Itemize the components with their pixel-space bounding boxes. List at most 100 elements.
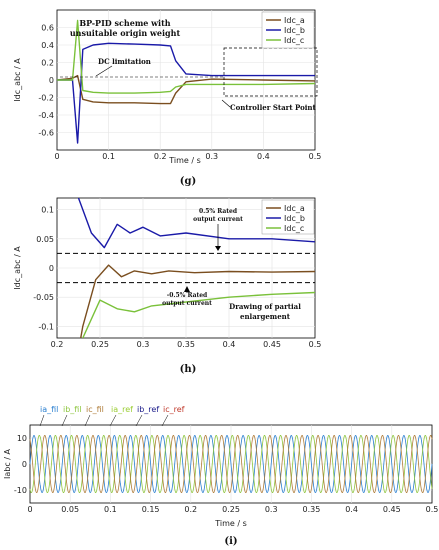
h-series-Idc_b — [77, 198, 315, 249]
chart-g-title-line2: unsuitable origin weight — [70, 28, 181, 38]
chart-h-ticks: 0.2 0.25 0.3 0.35 0.4 0.45 0.5 -0.1 -0.05 0 0.05 0.… — [33, 206, 321, 349]
chart-g-lines — [57, 19, 315, 144]
i-xtick-label: 0.5 — [426, 505, 439, 514]
chart-g-grid — [57, 10, 315, 150]
chart-i-legend-pointer-1 — [39, 414, 45, 427]
chart-i-legend-ia-ref: ia_ref — [111, 405, 133, 414]
chart-h-caption: (h) — [180, 364, 197, 375]
h-xtick-label: 0.25 — [91, 340, 109, 349]
g-xtick-label: 0.2 — [154, 152, 167, 161]
chart-i-caption: (i) — [224, 536, 237, 547]
chart-i-legend-pointer-5 — [135, 414, 143, 427]
chart-i-legend-pointer-2 — [61, 414, 68, 427]
chart-h-annotation-drawing-line2: enlargement — [240, 312, 291, 321]
chart-h-hlines — [57, 252, 315, 284]
i-ytick-label: 10 — [17, 434, 27, 443]
i-xtick-label: 0.35 — [302, 505, 320, 514]
h-xtick-label: 0.35 — [177, 340, 195, 349]
i-ytick-label: 0 — [22, 460, 27, 469]
h-xtick-label: 0.4 — [223, 340, 236, 349]
chart-h-legend-a: Idc_a — [284, 204, 305, 213]
h-series-Idc_a — [80, 264, 315, 338]
chart-h-annotation-neg-line2: output current — [162, 300, 212, 307]
i-xtick-label: 0.15 — [142, 505, 160, 514]
chart-g-caption: (g) — [180, 176, 196, 187]
chart-i-legend-ib-ref: ib_ref — [137, 405, 159, 414]
chart-i-legend-pointer-3 — [84, 414, 91, 427]
i-xtick-label: 0.3 — [265, 505, 278, 514]
chart-g-ticks: 0 0.1 0.2 0.3 0.4 0.5 -0.6 -0.4 -0.2 0 0.2 0.4 0.6 — [38, 24, 321, 162]
chart-g-legend-b: Idc_b — [284, 26, 305, 35]
g-ytick-label: -0.2 — [38, 94, 54, 103]
chart-h-annotation-pos-arrowhead — [215, 246, 221, 251]
g-ytick-label: 0 — [49, 76, 54, 85]
i-xtick-label: 0.45 — [383, 505, 401, 514]
h-xtick-label: 0.2 — [51, 340, 64, 349]
chart-g-annotation-dc-arrow — [95, 65, 113, 77]
h-ytick-label: 0.1 — [41, 206, 54, 215]
chart-h-lines — [77, 198, 315, 338]
chart-h-ylabel: Idc_abc / A — [13, 246, 22, 290]
chart-h-legend-b: Idc_b — [284, 214, 305, 223]
i-xtick-label: 0.4 — [345, 505, 358, 514]
h-xtick-label: 0.45 — [263, 340, 281, 349]
chart-i-legend-ic-fil: ic_fil — [86, 405, 104, 414]
g-xtick-label: 0.4 — [257, 152, 270, 161]
g-ytick-label: 0.6 — [41, 24, 54, 33]
chart-g-xlabel: Time / s — [168, 156, 201, 165]
i-xtick-label: 0.2 — [184, 505, 197, 514]
chart-h: 0.2 0.25 0.3 0.35 0.4 0.45 0.5 -0.1 -0.05 0 0.05 0.… — [13, 197, 321, 375]
chart-i-ylabel: Iabc / A — [3, 448, 12, 479]
i-series-ic_fil — [29, 434, 433, 494]
g-xtick-label: 0.5 — [309, 152, 322, 161]
i-xtick-label: 0 — [27, 505, 32, 514]
chart-i-legend-ia-fil: ia_fil — [40, 405, 58, 414]
g-series-Idc_b — [57, 42, 315, 144]
chart-i-xlabel: Time / s — [214, 519, 247, 528]
chart-h-annotation-drawing-line1: Drawing of partial — [229, 302, 301, 311]
chart-h-legend-c: Idc_c — [284, 224, 304, 233]
chart-g-annotation-start: Controller Start Point — [230, 103, 316, 112]
chart-i-ticks: 0 0.05 0.1 0.15 0.2 0.25 0.3 0.35 0.4 0.45 0.5 -10 0… — [14, 434, 438, 514]
h-ytick-label: 0.05 — [36, 235, 54, 244]
g-ytick-label: -0.6 — [38, 129, 54, 138]
chart-i-legend-pointer-4 — [109, 414, 117, 427]
h-ytick-label: 0 — [49, 264, 54, 273]
chart-i-lines — [29, 434, 433, 494]
i-xtick-label: 0.25 — [222, 505, 240, 514]
i-ytick-label: -10 — [14, 486, 27, 495]
chart-g: 0 0.1 0.2 0.3 0.4 0.5 -0.6 -0.4 -0.2 0 0.2 0.4 0.6 B… — [13, 9, 321, 187]
h-series-Idc_c — [82, 291, 315, 338]
chart-i-legend-ic-ref: ic_ref — [163, 405, 185, 414]
g-series-Idc_a — [57, 74, 315, 105]
h-xtick-label: 0.5 — [309, 340, 322, 349]
g-ytick-label: 0.2 — [41, 59, 54, 68]
g-ytick-label: -0.4 — [38, 111, 54, 120]
chart-g-legend-c: Idc_c — [284, 36, 304, 45]
chart-h-annotation-neg-arrowhead — [184, 286, 190, 292]
chart-g-legend-a: Idc_a — [284, 16, 305, 25]
chart-h-annotation-pos-line2: output current — [193, 216, 243, 223]
i-xtick-label: 0.1 — [104, 505, 117, 514]
chart-g-annotation-dc: DC limitation — [98, 57, 151, 66]
i-series-ia_fil — [29, 434, 433, 494]
g-xtick-label: 0.3 — [205, 152, 218, 161]
g-xtick-label: 0.1 — [102, 152, 115, 161]
chart-g-ylabel: Idc_abc / A — [13, 58, 22, 102]
h-ytick-label: -0.1 — [38, 322, 54, 331]
chart-i: 0 0.05 0.1 0.15 0.2 0.25 0.3 0.35 0.4 0.45 0.5 -10 0… — [3, 405, 438, 547]
h-ytick-label: -0.05 — [33, 293, 54, 302]
g-xtick-label: 0 — [54, 152, 59, 161]
i-xtick-label: 0.05 — [61, 505, 79, 514]
chart-h-annotation-neg-line1: -0.5% Rated — [167, 292, 208, 299]
chart-i-legend-pointer-6 — [161, 414, 169, 427]
g-series-Idc_c — [57, 19, 315, 94]
chart-g-title-line1: BP-PID scheme with — [79, 18, 170, 28]
i-series-ib_fil — [29, 434, 433, 494]
chart-i-legend-ib-fil: ib_fil — [63, 405, 82, 414]
h-xtick-label: 0.3 — [137, 340, 150, 349]
g-ytick-label: 0.4 — [41, 41, 54, 50]
chart-g-annotation-start-arrow — [221, 99, 231, 108]
chart-h-annotation-pos-line1: 0.5% Rated — [199, 208, 238, 215]
